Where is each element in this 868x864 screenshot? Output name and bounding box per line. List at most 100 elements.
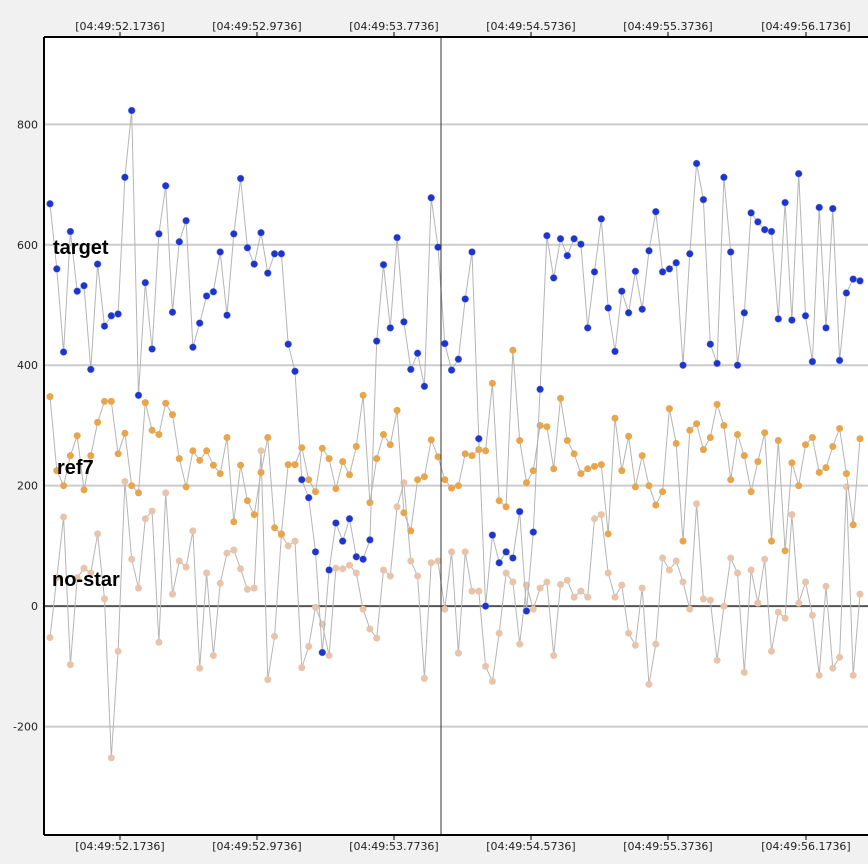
- data-point-ref7[interactable]: [468, 452, 476, 460]
- data-point-target[interactable]: [543, 231, 551, 240]
- data-point-target[interactable]: [713, 359, 721, 368]
- data-point-no-star[interactable]: [128, 555, 136, 563]
- data-point-target[interactable]: [182, 216, 190, 225]
- data-point-target[interactable]: [53, 265, 61, 273]
- data-point-ref7[interactable]: [597, 461, 605, 469]
- data-point-ref7[interactable]: [774, 437, 782, 444]
- data-point-target[interactable]: [692, 159, 701, 168]
- data-point-ref7[interactable]: [203, 447, 211, 455]
- data-point-no-star[interactable]: [223, 549, 231, 557]
- data-point-target[interactable]: [829, 204, 837, 213]
- data-point-no-star[interactable]: [359, 605, 367, 613]
- data-point-target[interactable]: [93, 260, 102, 268]
- data-point-ref7[interactable]: [665, 405, 673, 413]
- data-point-no-star[interactable]: [693, 500, 701, 508]
- data-point-ref7[interactable]: [325, 455, 333, 463]
- data-point-ref7[interactable]: [495, 497, 503, 505]
- data-point-target[interactable]: [720, 173, 728, 182]
- data-point-target[interactable]: [536, 385, 544, 394]
- data-point-no-star[interactable]: [141, 515, 149, 523]
- data-point-target[interactable]: [611, 347, 619, 356]
- data-point-no-star[interactable]: [414, 572, 422, 580]
- data-point-target[interactable]: [781, 198, 789, 207]
- data-point-no-star[interactable]: [502, 569, 510, 577]
- data-point-no-star[interactable]: [768, 647, 775, 655]
- data-point-no-star[interactable]: [135, 584, 142, 592]
- data-point-ref7[interactable]: [121, 429, 129, 437]
- data-point-no-star[interactable]: [597, 511, 605, 519]
- data-point-target[interactable]: [590, 268, 599, 276]
- data-point-no-star[interactable]: [60, 513, 68, 521]
- data-point-no-star[interactable]: [468, 587, 476, 595]
- data-point-ref7[interactable]: [155, 431, 163, 438]
- data-point-target[interactable]: [549, 274, 558, 282]
- data-point-ref7[interactable]: [842, 470, 850, 478]
- data-point-no-star[interactable]: [611, 593, 619, 601]
- data-point-ref7[interactable]: [802, 441, 809, 449]
- data-point-ref7[interactable]: [271, 524, 279, 532]
- data-point-target[interactable]: [672, 259, 680, 267]
- data-point-ref7[interactable]: [516, 437, 524, 444]
- data-point-no-star[interactable]: [312, 603, 319, 611]
- data-point-no-star[interactable]: [332, 564, 340, 572]
- data-point-ref7[interactable]: [60, 482, 68, 490]
- data-point-target[interactable]: [652, 207, 660, 216]
- data-point-ref7[interactable]: [352, 443, 360, 450]
- data-point-ref7[interactable]: [754, 458, 762, 466]
- data-point-ref7[interactable]: [393, 406, 401, 414]
- data-point-no-star[interactable]: [856, 590, 864, 598]
- data-point-target[interactable]: [815, 203, 823, 212]
- data-point-no-star[interactable]: [257, 447, 265, 455]
- data-point-target[interactable]: [686, 250, 694, 258]
- data-point-target[interactable]: [808, 357, 817, 366]
- data-point-target[interactable]: [379, 260, 388, 269]
- data-point-target[interactable]: [107, 312, 116, 320]
- data-point-ref7[interactable]: [488, 379, 496, 387]
- data-point-target[interactable]: [216, 248, 224, 256]
- data-point-target[interactable]: [502, 548, 510, 556]
- data-point-no-star[interactable]: [584, 593, 592, 601]
- data-point-target[interactable]: [202, 292, 211, 300]
- data-point-no-star[interactable]: [209, 652, 217, 659]
- data-point-target[interactable]: [856, 277, 864, 285]
- data-point-target[interactable]: [195, 319, 204, 327]
- data-point-target[interactable]: [393, 233, 401, 242]
- data-point-target[interactable]: [618, 287, 626, 295]
- data-point-ref7[interactable]: [230, 518, 238, 526]
- data-point-target[interactable]: [243, 244, 252, 252]
- data-point-ref7[interactable]: [836, 425, 844, 432]
- data-point-target[interactable]: [754, 218, 762, 226]
- data-point-ref7[interactable]: [808, 434, 816, 441]
- data-point-no-star[interactable]: [625, 629, 633, 637]
- data-point-no-star[interactable]: [699, 595, 707, 603]
- data-point-ref7[interactable]: [66, 452, 74, 460]
- data-point-target[interactable]: [127, 106, 136, 115]
- data-point-ref7[interactable]: [196, 456, 204, 464]
- data-point-no-star[interactable]: [631, 641, 639, 649]
- data-point-ref7[interactable]: [795, 482, 803, 490]
- data-point-ref7[interactable]: [441, 476, 449, 484]
- data-point-target[interactable]: [345, 515, 354, 523]
- data-point-no-star[interactable]: [107, 754, 115, 762]
- data-point-ref7[interactable]: [332, 485, 340, 493]
- data-point-target[interactable]: [583, 324, 592, 332]
- data-point-ref7[interactable]: [529, 467, 537, 475]
- data-point-ref7[interactable]: [720, 422, 728, 429]
- data-point-ref7[interactable]: [148, 426, 156, 434]
- data-point-ref7[interactable]: [182, 483, 190, 491]
- data-point-no-star[interactable]: [849, 671, 857, 679]
- data-point-no-star[interactable]: [836, 653, 844, 661]
- data-point-ref7[interactable]: [189, 447, 197, 455]
- data-point-ref7[interactable]: [781, 547, 789, 555]
- data-point-no-star[interactable]: [162, 489, 170, 497]
- data-point-no-star[interactable]: [713, 656, 721, 664]
- data-point-ref7[interactable]: [672, 440, 680, 447]
- data-point-ref7[interactable]: [366, 499, 374, 507]
- data-point-target[interactable]: [386, 324, 395, 332]
- data-point-no-star[interactable]: [618, 581, 626, 589]
- data-point-ref7[interactable]: [849, 521, 857, 529]
- data-point-target[interactable]: [189, 343, 197, 351]
- data-point-ref7[interactable]: [652, 501, 660, 509]
- data-point-ref7[interactable]: [223, 434, 231, 441]
- data-point-no-star[interactable]: [250, 584, 258, 592]
